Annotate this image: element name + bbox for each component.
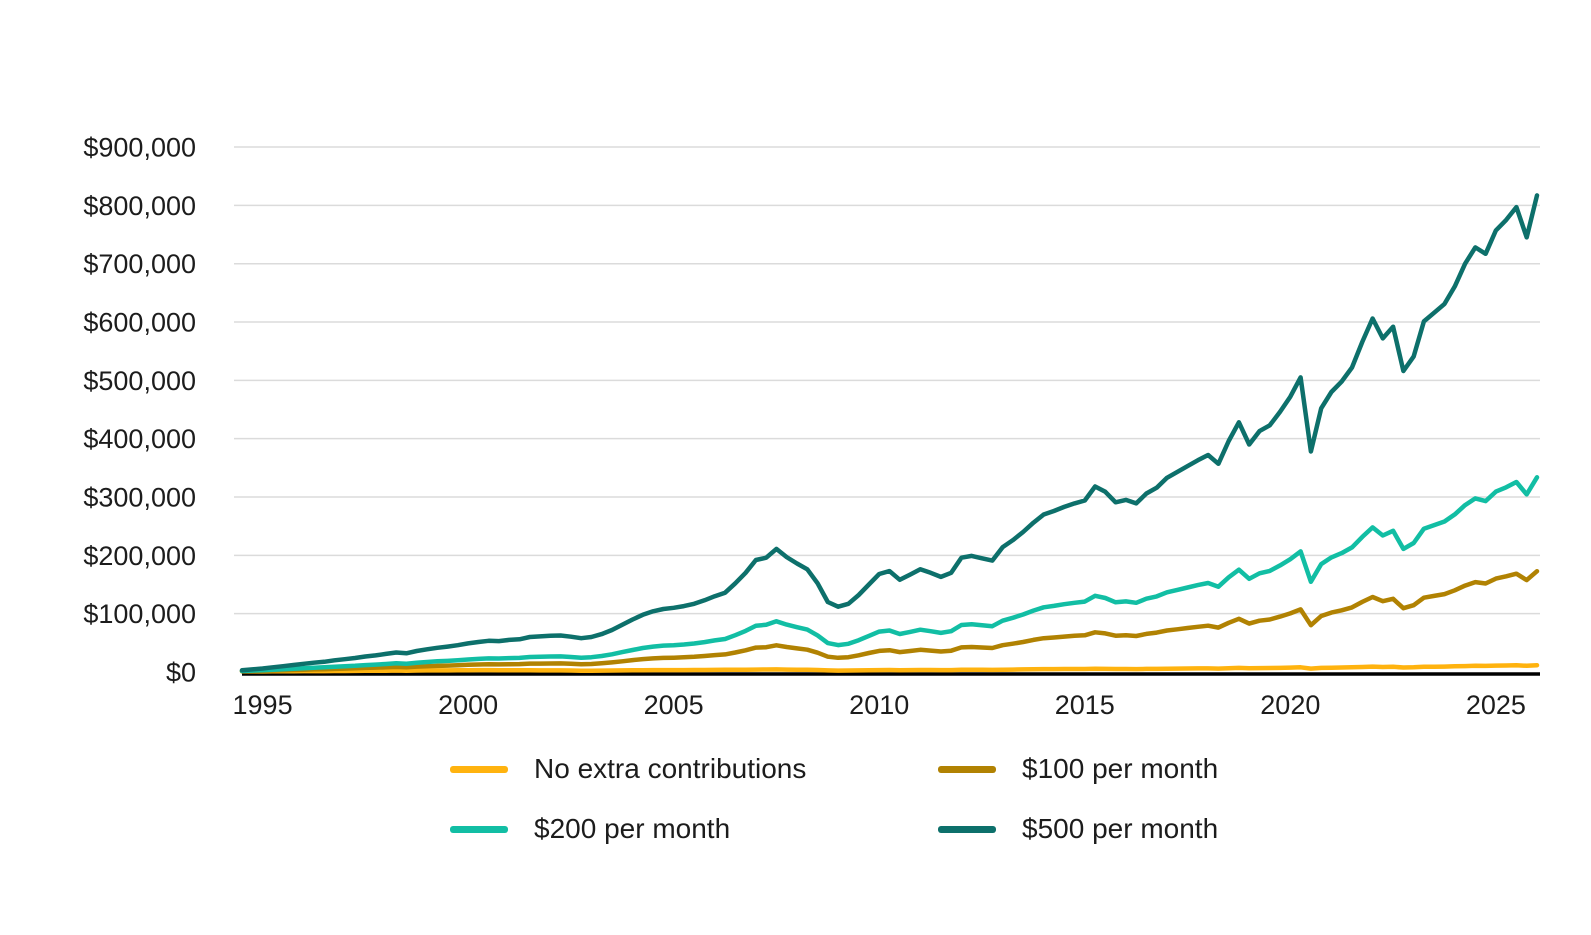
legend-item-200-per-month: $200 per month xyxy=(450,812,938,846)
horizontal-gridlines xyxy=(234,146,1540,615)
legend-item-100-per-month: $100 per month xyxy=(938,752,1290,786)
svg-text:2025: 2025 xyxy=(1466,690,1526,720)
legend-item-no-extra-contributions: No extra contributions xyxy=(450,752,938,786)
500-per-month-swatch xyxy=(938,825,996,833)
legend-label-200-per-month: $200 per month xyxy=(534,813,731,844)
legend-label-100-per-month: $100 per month xyxy=(1022,753,1219,784)
svg-text:$100,000: $100,000 xyxy=(83,599,196,629)
legend-label-no-extra-contributions: No extra contributions xyxy=(534,753,807,784)
svg-text:$900,000: $900,000 xyxy=(83,133,196,163)
svg-text:2000: 2000 xyxy=(438,690,498,720)
svg-text:$0: $0 xyxy=(166,658,196,688)
legend-item-500-per-month: $500 per month xyxy=(938,812,1290,846)
100-per-month-swatch xyxy=(938,765,996,773)
svg-text:2010: 2010 xyxy=(849,690,909,720)
y-axis-tick-labels: $0 $100,000 $200,000 $300,000 $400,000 $500,0… xyxy=(83,133,196,688)
chart-legend: No extra contributions $100 per month $2… xyxy=(450,752,1290,846)
svg-text:$500,000: $500,000 xyxy=(83,366,196,396)
svg-text:$700,000: $700,000 xyxy=(83,249,196,279)
svg-text:$200,000: $200,000 xyxy=(83,541,196,571)
svg-text:$400,000: $400,000 xyxy=(83,424,196,454)
data-series-lines xyxy=(239,193,1540,674)
no-extra-contributions-swatch xyxy=(450,765,508,773)
svg-text:$800,000: $800,000 xyxy=(83,191,196,221)
svg-text:$300,000: $300,000 xyxy=(83,483,196,513)
legend-label-500-per-month: $500 per month xyxy=(1022,813,1219,844)
svg-text:2015: 2015 xyxy=(1055,690,1115,720)
svg-text:2005: 2005 xyxy=(644,690,704,720)
x-axis-tick-labels: 1995 2000 2005 2010 2015 2020 2025 xyxy=(233,690,1526,720)
svg-text:2020: 2020 xyxy=(1260,690,1320,720)
200-per-month-swatch xyxy=(450,825,508,833)
svg-text:1995: 1995 xyxy=(233,690,293,720)
svg-text:$600,000: $600,000 xyxy=(83,308,196,338)
